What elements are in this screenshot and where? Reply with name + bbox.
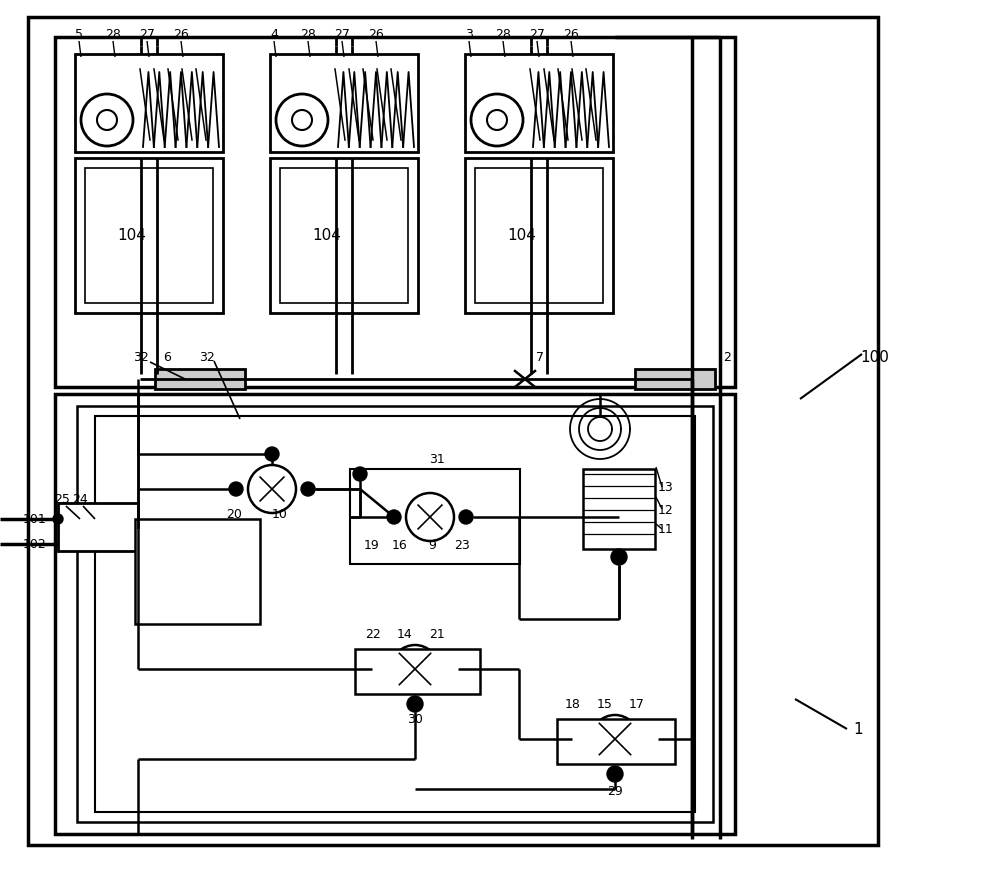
Circle shape	[265, 448, 279, 461]
Circle shape	[407, 696, 423, 713]
Bar	[55, 395, 735, 834]
Text: 3: 3	[465, 29, 473, 42]
Circle shape	[81, 95, 133, 147]
Text: 7: 7	[536, 351, 544, 364]
Circle shape	[572, 733, 586, 746]
Bar	[583, 469, 655, 549]
Bar	[28, 18, 878, 845]
Text: 100: 100	[861, 350, 889, 365]
Circle shape	[471, 95, 523, 147]
Circle shape	[292, 111, 312, 131]
Bar	[85, 169, 213, 303]
Text: 26: 26	[563, 29, 579, 42]
Text: 10: 10	[272, 507, 288, 521]
Text: 4: 4	[270, 29, 278, 42]
Circle shape	[459, 510, 473, 524]
Text: 19: 19	[364, 539, 380, 552]
Text: 12: 12	[658, 503, 674, 516]
Text: 14: 14	[397, 627, 413, 640]
Text: 104: 104	[507, 229, 536, 243]
Bar	[465, 55, 613, 153]
Circle shape	[406, 494, 454, 541]
Text: 102: 102	[23, 538, 47, 551]
Circle shape	[372, 662, 386, 676]
Bar	[465, 159, 613, 314]
Bar	[58, 503, 138, 551]
Circle shape	[387, 510, 401, 524]
Text: 104: 104	[312, 229, 341, 243]
Bar	[475, 169, 603, 303]
Text: 25: 25	[54, 493, 70, 506]
Circle shape	[276, 95, 328, 147]
Circle shape	[229, 482, 243, 496]
Text: 23: 23	[454, 539, 470, 552]
Text: 5: 5	[75, 29, 83, 42]
Bar	[95, 416, 695, 812]
Text: 32: 32	[199, 351, 215, 364]
Bar	[270, 159, 418, 314]
Circle shape	[97, 111, 117, 131]
Text: 21: 21	[429, 627, 445, 640]
Bar	[635, 369, 715, 389]
Circle shape	[301, 482, 315, 496]
Text: 31: 31	[429, 453, 445, 466]
Text: 101: 101	[23, 513, 47, 526]
Text: 28: 28	[300, 29, 316, 42]
Text: 32: 32	[133, 351, 149, 364]
Bar	[350, 469, 520, 564]
Circle shape	[353, 468, 367, 481]
Bar	[75, 159, 223, 314]
Text: 15: 15	[597, 698, 613, 711]
Text: 17: 17	[629, 698, 645, 711]
Bar	[280, 169, 408, 303]
Text: 28: 28	[495, 29, 511, 42]
Circle shape	[607, 766, 623, 782]
Bar	[355, 649, 480, 694]
Text: 26: 26	[173, 29, 189, 42]
Text: 27: 27	[139, 29, 155, 42]
Bar	[55, 38, 735, 388]
Bar	[557, 720, 675, 764]
Bar	[75, 55, 223, 153]
Circle shape	[248, 466, 296, 514]
Circle shape	[644, 733, 658, 746]
Text: 27: 27	[529, 29, 545, 42]
Bar	[135, 520, 260, 624]
Circle shape	[487, 111, 507, 131]
Bar	[77, 407, 713, 822]
Text: 6: 6	[163, 351, 171, 364]
Text: 27: 27	[334, 29, 350, 42]
Text: 26: 26	[368, 29, 384, 42]
Text: 20: 20	[226, 507, 242, 521]
Text: 18: 18	[565, 698, 581, 711]
Text: 1: 1	[853, 721, 863, 737]
Bar	[270, 55, 418, 153]
Text: 13: 13	[658, 481, 674, 494]
Circle shape	[611, 549, 627, 566]
Circle shape	[53, 514, 63, 524]
Bar	[155, 369, 245, 389]
Circle shape	[391, 646, 439, 693]
Text: 2: 2	[723, 351, 731, 364]
Text: 9: 9	[428, 539, 436, 552]
Text: 24: 24	[72, 493, 88, 506]
Text: 11: 11	[658, 523, 674, 536]
Circle shape	[591, 715, 639, 763]
Text: 29: 29	[607, 785, 623, 798]
Text: 22: 22	[365, 627, 381, 640]
Text: 16: 16	[392, 539, 408, 552]
Text: 104: 104	[117, 229, 146, 243]
Text: 28: 28	[105, 29, 121, 42]
Text: 30: 30	[407, 713, 423, 726]
Circle shape	[444, 662, 458, 676]
